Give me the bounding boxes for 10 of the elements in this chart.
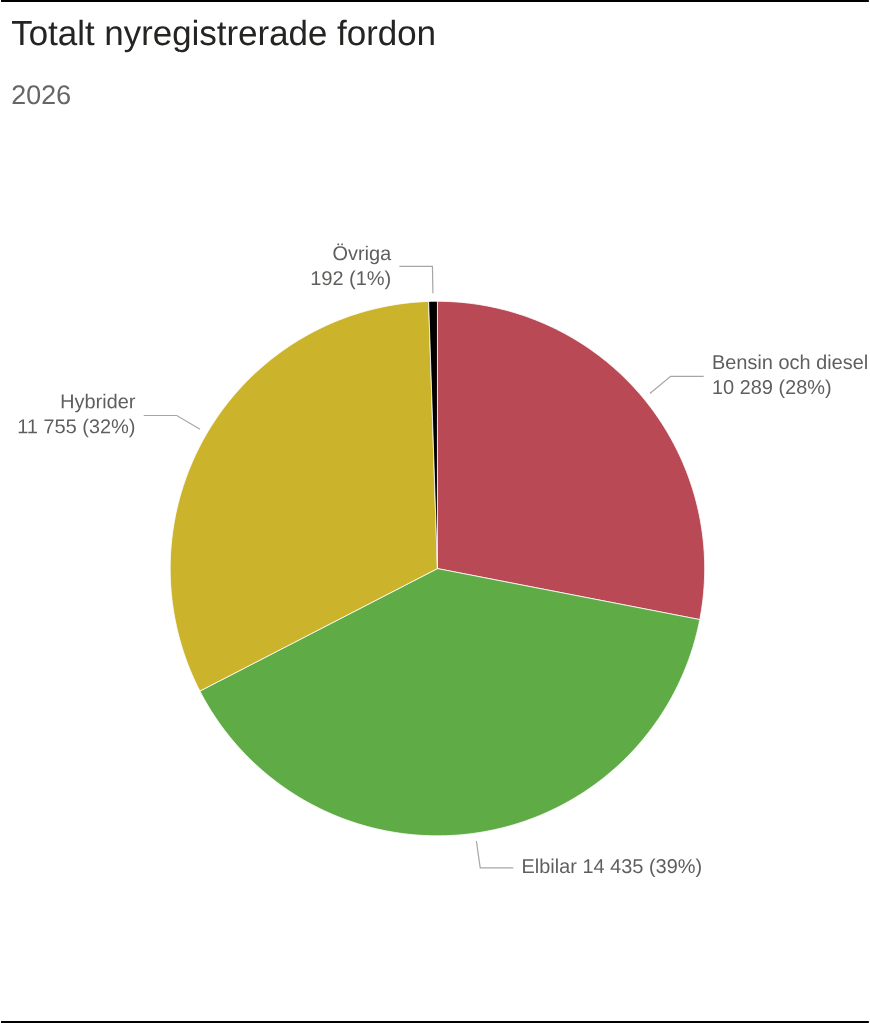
data-label: 11 755 (32%) (18, 418, 135, 438)
slice-label: Hybrider (61, 393, 136, 413)
chart-subtitle: 2026 (12, 85, 70, 105)
data-label: 14 435 (39%) (584, 858, 701, 878)
data-label: 192 (1%) (311, 270, 391, 290)
chart-title: Totalt nyregistrerade fordon (12, 19, 434, 53)
slice-label: Bensin och diesel (713, 354, 867, 370)
data-label: 10 289 (28%) (713, 379, 831, 399)
slice-label: Elbilar (523, 858, 577, 874)
slice-label: Övriga (333, 243, 392, 265)
